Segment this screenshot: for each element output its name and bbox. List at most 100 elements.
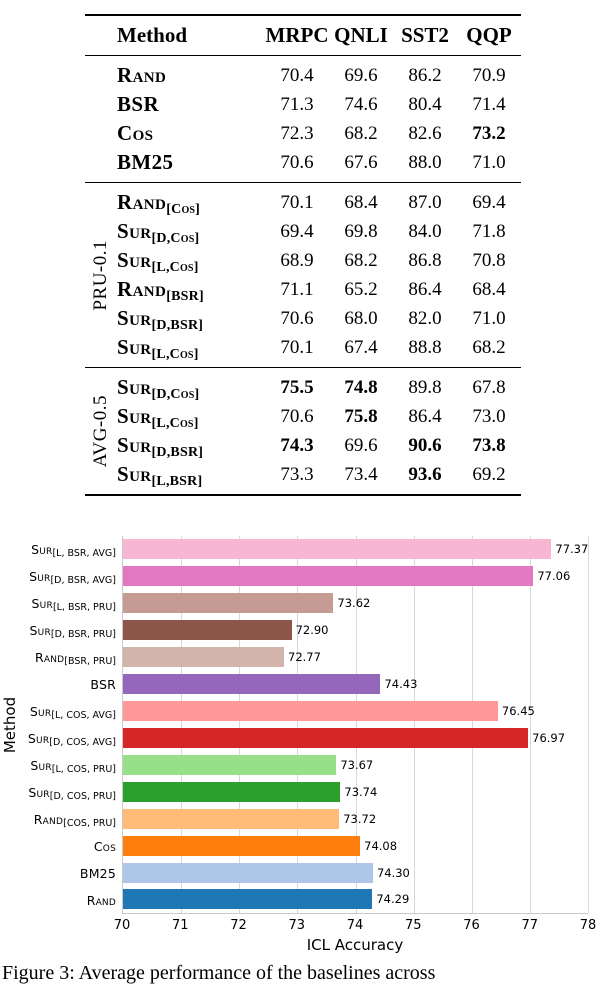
table-cell: 72.3: [280, 122, 314, 144]
table-cell: 73.3: [280, 463, 314, 485]
x-tick-label: 70: [113, 918, 131, 933]
method-subscript: [L,Cos]: [151, 260, 199, 275]
x-tick-labels: 70 71 72 73 74 75 76 77 78: [114, 914, 597, 934]
x-tick-label: 75: [404, 918, 422, 933]
table-cell: 71.0: [472, 307, 506, 329]
bar-label-name: Sur: [29, 568, 51, 584]
bar-label-name: Rand: [34, 649, 65, 665]
table-cell: 74.3: [280, 434, 314, 456]
method-subscript: [D,Cos]: [151, 387, 200, 402]
bar-value-label: 77.37: [555, 542, 589, 557]
method-cell: Sur[L,Cos]: [117, 404, 265, 431]
table-row: Rand 70.4 69.6 86.2 70.9: [117, 61, 521, 90]
bar-label: Sur[D, COS, AVG]: [0, 729, 116, 749]
bar-label: Sur[L, COS, AVG]: [0, 702, 116, 722]
bar-label-subscript: [L, BSR, AVG]: [52, 547, 116, 559]
method-name: BSR: [117, 92, 160, 116]
method-name: Sur: [117, 335, 152, 359]
table-cell: 82.6: [408, 122, 442, 144]
table-cell: 68.2: [472, 336, 506, 358]
bar-value-label: 72.77: [288, 650, 321, 665]
method-name: Rand: [117, 190, 167, 214]
table-cell: 75.5: [280, 376, 314, 398]
bar-row: 76.45: [123, 700, 588, 721]
method-subscript: [Cos]: [166, 202, 201, 217]
method-subscript: [L,Cos]: [151, 347, 199, 362]
method-subscript: [L,BSR]: [151, 474, 203, 489]
bar-row: 77.37: [123, 539, 589, 560]
bar-label-name: Sur: [27, 730, 50, 746]
method-name: Sur: [117, 306, 152, 330]
bar: [123, 539, 552, 560]
table-cell: 86.4: [408, 278, 442, 300]
bar: [123, 647, 284, 668]
bar-label-subscript: [L, BSR, PRU]: [52, 601, 116, 613]
table-cell: 88.8: [408, 336, 442, 358]
icl-accuracy-bar-chart: Method Sur[L, BSR, AVG] Sur[D, BSR, AVG] S…: [0, 536, 606, 960]
method-cell: Rand: [117, 63, 265, 88]
bar-label: Rand: [0, 891, 116, 911]
gridline: [355, 536, 357, 913]
bars-layer: 77.37 77.06 73.62 72.90 72.77 74.43 76.45 76.97…: [123, 536, 588, 913]
bar-value-label: 74.30: [376, 865, 410, 880]
bar-label-subscript: [D, BSR, AVG]: [50, 574, 116, 586]
table-cell: 89.8: [408, 376, 442, 398]
results-table: Method MRPC QNLI SST2 QQP Rand 70.4 69.6 86.2 70…: [85, 14, 521, 496]
bar-label: Sur[L, BSR, PRU]: [0, 594, 116, 614]
bar-label-subscript: [COS, PRU]: [63, 817, 116, 829]
bar-label-subscript: [L, COS, PRU]: [51, 763, 116, 775]
method-cell: Sur[L,Cos]: [117, 335, 265, 362]
method-name: Sur: [117, 248, 152, 272]
bar-label-subscript: [D, BSR, PRU]: [50, 628, 116, 640]
bar-label: Sur[L, COS, PRU]: [0, 756, 116, 776]
table-cell: 70.9: [472, 64, 506, 86]
bar: [123, 566, 534, 587]
method-cell: Cos: [117, 121, 265, 146]
bar-row: 77.06: [123, 566, 588, 587]
table-cell: 67.8: [472, 376, 506, 398]
table-cell: 70.6: [280, 405, 314, 427]
column-header-method: Method: [117, 23, 187, 47]
method-cell: Sur[D,BSR]: [117, 433, 265, 460]
bar-row: 73.74: [123, 781, 588, 802]
table-cell: 68.9: [280, 249, 314, 271]
bar-label-name: Rand: [33, 811, 64, 827]
table-cell: 73.8: [472, 434, 506, 456]
bar-label-name: Sur: [28, 784, 50, 800]
bar-value-label: 74.43: [384, 677, 418, 692]
bar-row: 73.62: [123, 593, 588, 614]
bar-row: 74.08: [123, 835, 588, 856]
table-row: Cos 72.3 68.2 82.6 73.2: [117, 119, 521, 148]
x-tick-label: 74: [346, 918, 364, 933]
table-cell: 71.3: [280, 93, 314, 115]
table-cell: 68.0: [344, 307, 378, 329]
table-cell: 69.4: [280, 220, 314, 242]
group-label-text: AVG-0.5: [90, 394, 111, 468]
bar: [123, 808, 340, 829]
gridline: [413, 536, 415, 913]
x-axis-label: ICL Accuracy: [306, 936, 404, 954]
table-cell: 67.6: [344, 151, 378, 173]
table-cell: 74.6: [344, 93, 378, 115]
table-cell: 68.2: [344, 122, 378, 144]
bar-value-label: 76.97: [532, 730, 566, 745]
table-cell: 82.0: [408, 307, 442, 329]
bar: [123, 754, 337, 775]
bar-label-name: Sur: [29, 622, 51, 638]
group-label-cell: AVG-0.5: [85, 368, 117, 494]
bar-row: 72.90: [123, 620, 588, 641]
table-cell: 68.2: [344, 249, 378, 271]
bar-value-label: 73.67: [340, 757, 374, 772]
bar-label: Sur[D, COS, PRU]: [0, 783, 116, 803]
bar: [123, 889, 373, 910]
table-group: Rand 70.4 69.6 86.2 70.9 BSR 71.3 74.6 80.4 71.4 C…: [85, 56, 521, 183]
method-name: Sur: [117, 404, 152, 428]
gridline: [297, 536, 299, 913]
bar-row: 74.29: [123, 889, 588, 910]
table-cell: 71.1: [280, 278, 314, 300]
bar-value-label: 73.62: [337, 596, 371, 611]
bar-label-name: Sur: [31, 595, 53, 611]
bar-label: Rand[BSR, PRU]: [0, 648, 116, 668]
method-name: Sur: [117, 219, 152, 243]
bar-label-name: BSR: [90, 676, 116, 692]
